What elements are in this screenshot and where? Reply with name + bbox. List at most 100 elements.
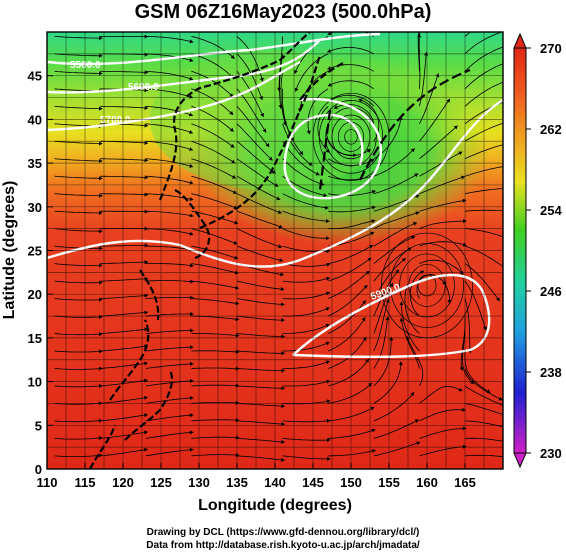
streamline-arrow <box>99 71 103 76</box>
streamline-arrow <box>428 3 432 7</box>
streamline-arrow <box>407 247 412 252</box>
streamline-arrow <box>235 453 240 458</box>
streamline-arrow <box>294 69 298 74</box>
streamline-arrow <box>259 96 264 100</box>
streamline <box>54 350 103 353</box>
streamline-arrow <box>144 395 148 400</box>
streamline <box>145 280 194 283</box>
streamline <box>282 277 331 283</box>
colorbar-tick-label: 254 <box>540 203 562 218</box>
streamline <box>236 385 285 389</box>
streamline <box>464 122 503 142</box>
streamline-arrow <box>326 399 331 404</box>
streamline-arrow <box>144 413 148 418</box>
streamline <box>54 454 103 457</box>
streamline-arrow <box>189 180 194 185</box>
streamline-arrow <box>462 407 466 412</box>
x-tick-label: 130 <box>188 475 210 490</box>
streamline <box>282 360 330 369</box>
streamline-arrow <box>507 414 511 418</box>
streamline <box>419 32 421 37</box>
streamline-arrow <box>98 297 103 302</box>
streamline-arrow <box>144 243 149 248</box>
streamline <box>373 419 419 439</box>
streamline-arrow <box>410 392 415 397</box>
streamline-arrow <box>260 112 264 117</box>
streamline <box>464 81 503 107</box>
streamline <box>282 123 313 166</box>
streamline <box>236 106 270 148</box>
streamline-arrow <box>505 14 509 18</box>
streamline <box>100 158 149 161</box>
credit-line-1: Drawing by DCL (https://www.gfd-dennou.o… <box>146 527 420 538</box>
colorbar-tick-label: 238 <box>540 365 562 380</box>
streamline-arrow <box>190 279 194 284</box>
streamline <box>236 455 285 461</box>
streamline-arrow <box>371 428 376 433</box>
x-tick-label: 160 <box>416 475 438 490</box>
streamline-arrow <box>446 98 450 103</box>
streamline <box>54 36 103 39</box>
streamline-arrow <box>371 449 376 453</box>
streamline-arrow <box>315 171 320 176</box>
streamline-arrow <box>281 386 285 391</box>
streamline-arrow <box>281 404 285 409</box>
x-axis-ticks: 110 115 120 125 130 135 140 145 150 155 160 165 <box>37 463 476 490</box>
streamline <box>100 70 149 73</box>
streamline-arrow <box>229 127 234 132</box>
streamline <box>54 437 103 440</box>
contour-label-5700: 5700.0 <box>100 115 131 126</box>
streamline <box>54 263 103 266</box>
streamline <box>373 316 389 369</box>
streamline <box>373 211 420 229</box>
streamline <box>419 125 458 160</box>
streamline <box>328 257 372 282</box>
streamline-arrow <box>235 317 240 322</box>
streamline-arrow <box>326 276 331 281</box>
x-tick-label: 120 <box>112 475 134 490</box>
streamline-arrow <box>281 351 285 356</box>
streamline-arrow <box>235 418 240 423</box>
streamline <box>191 367 240 370</box>
streamline <box>145 431 194 439</box>
streamline-arrow <box>325 341 330 346</box>
x-tick-label: 135 <box>226 475 248 490</box>
colorbar-tick-label: 230 <box>540 446 562 461</box>
streamline <box>54 315 103 318</box>
streamline-arrow <box>504 100 508 104</box>
streamline-arrow <box>281 368 285 373</box>
streamline <box>54 420 103 423</box>
streamline-arrow <box>278 244 282 249</box>
streamline-arrow <box>401 258 406 262</box>
streamline-arrow <box>504 266 508 270</box>
streamline <box>282 291 331 300</box>
streamline <box>328 449 376 457</box>
colorbar: 270 262 254 246 238 230 <box>513 32 562 469</box>
streamline-arrow <box>399 301 404 305</box>
streamline-arrow <box>411 235 416 240</box>
streamline <box>464 298 471 354</box>
streamline-arrow <box>144 209 149 214</box>
streamline <box>145 363 194 369</box>
streamline-arrow <box>325 360 330 365</box>
streamline <box>328 429 376 439</box>
colorbar-tick-label: 270 <box>540 41 562 56</box>
streamline-arrow <box>278 104 283 109</box>
streamline-arrow <box>189 263 194 268</box>
streamline-arrow <box>189 430 194 435</box>
streamline-arrow <box>232 174 236 179</box>
streamline <box>54 298 103 301</box>
streamline <box>279 53 283 109</box>
streamline-arrow <box>99 53 103 58</box>
contour-5900 <box>292 273 491 359</box>
streamline-arrow <box>268 156 273 161</box>
x-tick-label: 165 <box>454 475 476 490</box>
streamline <box>282 420 331 423</box>
streamline <box>145 313 194 317</box>
streamline-arrow <box>98 141 103 146</box>
streamline <box>464 46 503 72</box>
streamline <box>54 70 103 74</box>
streamline <box>236 228 283 248</box>
streamline-arrow <box>414 419 419 424</box>
streamline-arrow <box>365 271 370 275</box>
